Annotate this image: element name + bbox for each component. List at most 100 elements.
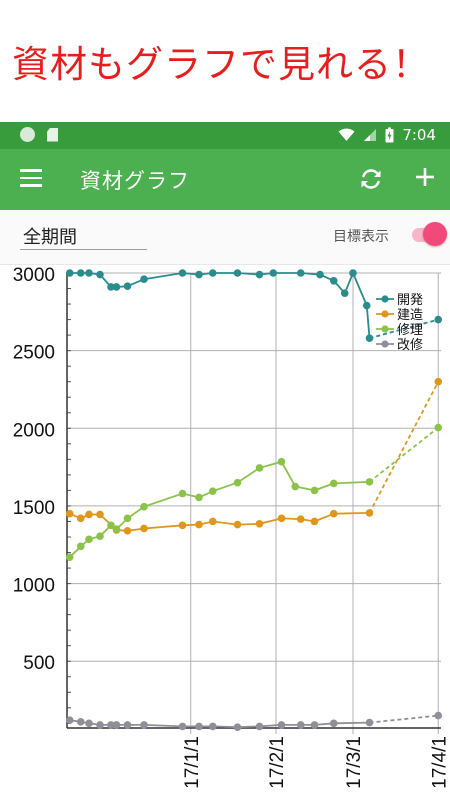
goal-point [434,711,443,720]
data-point [96,510,104,519]
data-point [195,493,203,502]
data-point [233,478,242,487]
data-point [65,509,74,518]
goal-point [434,377,443,386]
goal-display-toggle[interactable] [410,222,447,248]
app-bar: 資材グラフ [0,149,450,210]
toggle-thumb [423,222,447,246]
data-point [76,514,85,523]
data-point [233,269,242,277]
data-point [310,721,319,729]
data-point [233,520,242,529]
data-point [76,542,85,551]
data-point [269,269,278,277]
data-point [112,283,121,291]
y-tick-label: 1000 [13,576,55,597]
series-line [69,270,371,339]
data-point [296,515,305,523]
data-point [195,722,203,731]
data-point [65,553,74,561]
data-point [85,510,93,519]
status-bar: 7:04 [0,122,450,149]
data-point [365,718,374,727]
data-point [310,486,319,495]
data-point [140,502,148,511]
data-point [123,526,132,535]
data-point [140,721,148,729]
data-point [85,719,93,728]
data-point [85,535,93,544]
data-point [329,479,338,488]
period-dropdown[interactable]: 全期間 [20,223,147,250]
data-point [255,464,264,472]
data-point [107,721,115,729]
y-tick-label: 500 [23,653,55,674]
data-point [233,723,242,732]
goal-display-label: 目標表示 [333,229,389,245]
legend-marker [381,340,389,348]
data-point [178,521,187,530]
data-point [362,301,371,310]
data-point [310,517,319,526]
goal-point [434,423,443,432]
data-point [329,719,338,728]
legend-marker [381,325,389,333]
promo-text: 資材もグラフで見れる！ [12,43,430,86]
x-tick-label: 17/4/1 [429,736,450,789]
legend-label: 修理 [397,322,423,337]
data-point [329,276,338,285]
data-point [178,722,187,731]
legend-label: 開発 [397,292,423,307]
filter-bar: 全期間 目標表示 [0,210,450,265]
data-point [208,722,217,731]
data-point [123,721,132,729]
data-point [140,524,148,533]
data-point [195,520,203,529]
x-tick-label: 17/1/1 [182,736,203,789]
data-point [96,270,104,279]
data-point [255,519,264,528]
legend-marker [381,310,389,318]
data-point [178,489,187,498]
y-tick-label: 2000 [13,420,55,441]
promo-banner: 資材もグラフで見れる！ [0,0,450,122]
data-point [112,525,121,534]
data-point [96,721,104,729]
legend-marker [381,295,389,303]
data-point [296,721,305,729]
data-point [178,269,187,277]
data-point [76,717,85,726]
battery-charging-icon [385,127,394,143]
series-line [69,460,370,558]
data-point [208,487,217,495]
data-point [291,482,300,491]
data-point [96,532,104,541]
goal-line [368,426,439,483]
data-point [340,289,349,297]
data-point [140,275,148,284]
menu-icon[interactable] [20,169,42,187]
data-point [365,334,374,343]
resource-line-chart: 500 1000 1500 2000 2500 3000 17/1/1 17/2/1 17/3/… [13,265,450,789]
data-point [123,514,132,523]
y-tick-label: 3000 [13,265,55,286]
goal-point [434,315,443,324]
data-point [208,517,217,526]
goal-line [369,714,439,724]
legend-label: 建造 [397,307,423,322]
notification-circle-icon [20,127,35,142]
legend-label: 改修 [397,337,423,352]
data-point [365,478,374,486]
data-point [195,270,203,279]
data-point [255,270,264,279]
data-point [277,721,286,729]
wifi-icon [338,128,355,141]
y-tick-label: 2500 [13,343,55,364]
add-icon[interactable] [412,164,438,190]
data-point [85,269,93,277]
refresh-icon[interactable] [357,165,385,193]
signal-icon [364,129,377,141]
data-point [76,269,85,277]
data-point [365,509,374,517]
data-point [112,721,121,729]
